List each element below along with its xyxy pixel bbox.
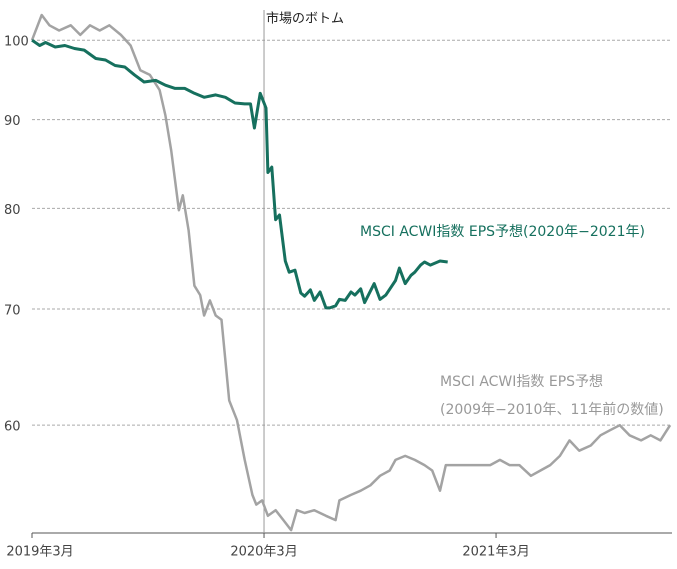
y-tick-label: 100 bbox=[4, 35, 29, 50]
series-label: MSCI ACWI指数 EPS予想 bbox=[440, 374, 603, 390]
x-tick-label: 2019年3月 bbox=[6, 545, 73, 560]
y-tick-label: 70 bbox=[4, 303, 21, 318]
y-tick-label: 80 bbox=[4, 203, 21, 218]
series-line bbox=[30, 13, 672, 532]
annotation-label: 市場のボトム bbox=[266, 11, 344, 27]
y-tick-label: 60 bbox=[4, 420, 21, 435]
y-tick-label: 90 bbox=[4, 114, 21, 129]
series-label: MSCI ACWI指数 EPS予想(2020年−2021年) bbox=[360, 224, 645, 240]
series-line bbox=[31, 38, 448, 310]
x-tick-label: 2021年3月 bbox=[462, 545, 529, 560]
series-note: (2009年−2010年、11年前の数値) bbox=[440, 401, 664, 418]
x-tick-label: 2020年3月 bbox=[230, 545, 297, 560]
